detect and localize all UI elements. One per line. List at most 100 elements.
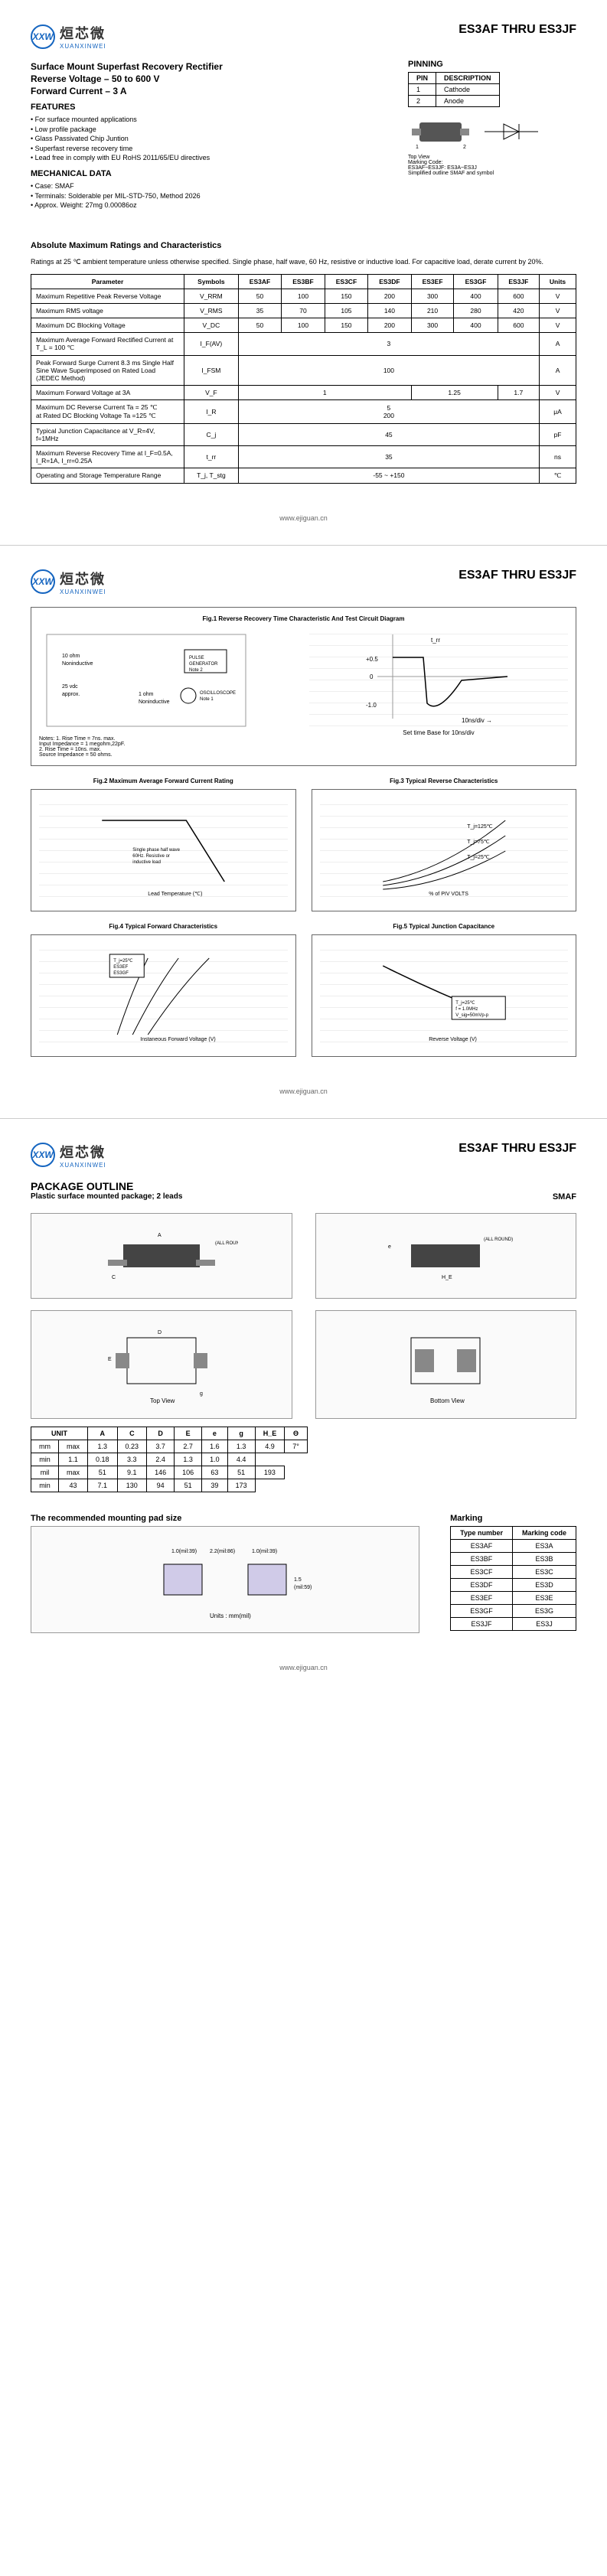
table-header: Symbols [184, 274, 239, 289]
symbol-cell: t_rr [184, 445, 239, 468]
waveform-diagram: +0.5 0 -1.0 t_rr 10ns/div → Set time Bas… [309, 627, 568, 758]
value-cell: 100 [282, 318, 325, 332]
dim-cell: 51 [175, 1479, 202, 1492]
svg-text:+0.5: +0.5 [366, 656, 378, 663]
chip-note: Top View Marking Code: ES3AF~ES3JF: ES3A… [408, 155, 576, 176]
table-row: min1.10.183.32.41.31.04.4 [31, 1453, 308, 1466]
brand-cn: 烜芯微 [60, 569, 106, 589]
mech-list: Case: SMAF Terminals: Solderable per MIL… [31, 181, 576, 210]
pin-cell: 2 [409, 96, 436, 107]
value-cell: 300 [411, 318, 454, 332]
dim-cell: 4.9 [255, 1440, 285, 1453]
fig1-note: Notes: 1. Rise Time = 7ns. max. Input Im… [39, 736, 298, 758]
value-cell: 50 [238, 289, 281, 303]
svg-text:T_j=25℃: T_j=25℃ [467, 855, 490, 860]
svg-text:1: 1 [416, 145, 419, 150]
value-cell: 1 [238, 385, 411, 399]
pkg-top-row: A C (ALL ROUND) e H_E (ALL ROUND) [31, 1213, 576, 1299]
footer-url: www.ejiguan.cn [31, 514, 576, 522]
mark-cell: ES3E [512, 1591, 576, 1604]
param-cell: Maximum Reverse Recovery Time at I_F=0.5… [31, 445, 184, 468]
param-cell: Maximum Average Forward Rectified Curren… [31, 332, 184, 355]
param-cell: Maximum DC Reverse Current Ta = 25 ℃ at … [31, 399, 184, 423]
logo-text: 烜芯微 XUANXINWEI [60, 569, 106, 595]
svg-text:% of PIV VOLTS: % of PIV VOLTS [429, 892, 468, 897]
figure-5: T_j=25℃ f = 1.0MHz V_sig=50mVp-p Reverse… [312, 934, 577, 1057]
ratings-note: Ratings at 25 ℃ ambient temperature unle… [31, 258, 576, 266]
circuit-diagram: 10 ohm Noninductive 25 vdc approx. 1 ohm… [39, 627, 298, 758]
mark-cell: ES3JF [451, 1617, 513, 1630]
svg-text:25 vdc: 25 vdc [62, 684, 78, 690]
dim-cell: mm [31, 1440, 59, 1453]
dim-cell: 106 [175, 1466, 202, 1479]
table-row: Peak Forward Surge Current 8.3 ms Single… [31, 355, 576, 385]
dim-cell: 3.7 [147, 1440, 175, 1453]
dim-cell: min [31, 1453, 59, 1466]
svg-text:e: e [388, 1244, 391, 1250]
value-cell: 1.25 [411, 385, 498, 399]
fig4-title: Fig.4 Typical Forward Characteristics [31, 923, 296, 930]
marking-title: Marking [450, 1514, 576, 1523]
figure-4: T_j=25℃ ES3EF ES3GF Instaneous Forward V… [31, 934, 296, 1057]
value-cell: 600 [498, 318, 540, 332]
svg-text:(ALL ROUND): (ALL ROUND) [215, 1241, 238, 1246]
table-row: Maximum DC Blocking VoltageV_DC501001502… [31, 318, 576, 332]
fig1-right-label: Set time Base for 10ns/div [309, 729, 568, 736]
logo-block: XXW 烜芯微 XUANXINWEI [31, 23, 106, 50]
svg-text:2: 2 [463, 145, 466, 150]
symbol-cell: I_R [184, 399, 239, 423]
pinning-table: PIN DESCRIPTION 1 Cathode 2 Anode [408, 72, 500, 107]
value-cell: 280 [454, 303, 498, 318]
fig5-title: Fig.5 Typical Junction Capacitance [312, 923, 577, 930]
table-row: Typical Junction Capacitance at V_R=4V, … [31, 423, 576, 445]
pkg-title: PACKAGE OUTLINE [31, 1180, 576, 1192]
fig-row-4-5: Fig.4 Typical Forward Characteristics T_… [31, 923, 576, 1057]
fig1-title: Fig.1 Reverse Recovery Time Characterist… [39, 615, 568, 622]
value-cell: 1.7 [498, 385, 540, 399]
dim-cell: 51 [88, 1466, 118, 1479]
ratings-title: Absolute Maximum Ratings and Characteris… [31, 241, 576, 250]
svg-text:E: E [108, 1357, 112, 1362]
table-row: min437.1130945139173 [31, 1479, 308, 1492]
svg-text:t_rr: t_rr [431, 637, 440, 644]
symbol-cell: I_FSM [184, 355, 239, 385]
logo-icon: XXW [31, 24, 55, 49]
svg-text:60Hz. Resistive or: 60Hz. Resistive or [132, 854, 170, 859]
right-column: PINNING PIN DESCRIPTION 1 Cathode 2 Anod… [408, 54, 576, 176]
param-cell: Maximum RMS voltage [31, 303, 184, 318]
table-row: Maximum DC Reverse Current Ta = 25 ℃ at … [31, 399, 576, 423]
table-header-row: UNITACDEegH_EΘ [31, 1427, 308, 1440]
svg-text:A: A [158, 1233, 162, 1238]
dim-cell: 7° [285, 1440, 308, 1453]
value-cell: 150 [325, 318, 367, 332]
svg-text:(ALL ROUND): (ALL ROUND) [484, 1237, 513, 1242]
brand-en: XUANXINWEI [60, 1162, 106, 1169]
brand-cn: 烜芯微 [60, 23, 106, 43]
table-row: milmax519.11461066351193 [31, 1466, 308, 1479]
table-header: C [117, 1427, 147, 1440]
pkg-subtitle: Plastic surface mounted package; 2 leads [31, 1192, 182, 1201]
pin-cell: Anode [436, 96, 500, 107]
unit-cell: V [540, 289, 576, 303]
value-cell: 420 [498, 303, 540, 318]
table-header: g [227, 1427, 255, 1440]
svg-text:C: C [112, 1275, 116, 1280]
table-header: Θ [285, 1427, 308, 1440]
mark-cell: ES3A [512, 1539, 576, 1552]
table-row: mmmax1.30.233.72.71.61.34.97° [31, 1440, 308, 1453]
svg-text:(mil:59): (mil:59) [294, 1585, 312, 1590]
symbol-cell: V_RRM [184, 289, 239, 303]
value-cell: -55 ~ +150 [238, 468, 539, 483]
symbol-cell: V_RMS [184, 303, 239, 318]
pkg-bottom-row: D E g Top View Bottom View [31, 1310, 576, 1419]
table-header: ES3EF [411, 274, 454, 289]
mark-cell: ES3C [512, 1565, 576, 1578]
table-row: Maximum Average Forward Rectified Curren… [31, 332, 576, 355]
dim-cell: 1.3 [88, 1440, 118, 1453]
table-header: e [202, 1427, 228, 1440]
page-2: XXW 烜芯微 XUANXINWEI ES3AF THRU ES3JF Fig.… [0, 545, 607, 1118]
table-row: ES3AFES3A [451, 1539, 576, 1552]
svg-text:ES3EF: ES3EF [113, 965, 128, 970]
value-cell: 300 [411, 289, 454, 303]
svg-text:g: g [200, 1391, 203, 1397]
